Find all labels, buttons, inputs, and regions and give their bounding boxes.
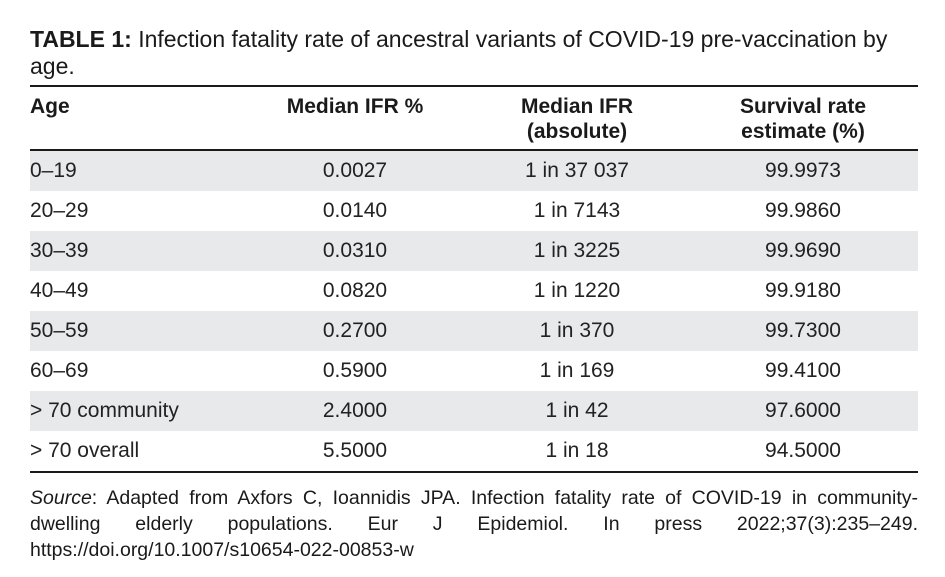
header-survival-rate-line2: estimate (%) — [741, 120, 865, 143]
header-median-ifr-pct: Median IFR % — [244, 86, 466, 151]
table-figure: TABLE 1: Infection fatality rate of ance… — [30, 26, 918, 563]
cell-median-ifr-pct: 0.2700 — [244, 311, 466, 351]
cell-median-ifr-absolute: 1 in 42 — [466, 391, 688, 431]
cell-median-ifr-absolute: 1 in 3225 — [466, 231, 688, 271]
table-row: > 70 overall 5.5000 1 in 18 94.5000 — [30, 431, 918, 472]
table-row: 20–29 0.0140 1 in 7143 99.9860 — [30, 191, 918, 231]
source-text: : Adapted from Axfors C, Ioannidis JPA. … — [30, 487, 918, 561]
header-survival-rate-line1: Survival rate — [739, 95, 867, 118]
cell-survival-rate: 99.9973 — [688, 150, 918, 191]
cell-median-ifr-pct: 0.0820 — [244, 271, 466, 311]
table-source-note: Source: Adapted from Axfors C, Ioannidis… — [30, 485, 918, 563]
table-row: 0–19 0.0027 1 in 37 037 99.9973 — [30, 150, 918, 191]
caption-text: Infection fatality rate of ancestral var… — [30, 26, 888, 79]
table-row: 30–39 0.0310 1 in 3225 99.9690 — [30, 231, 918, 271]
cell-median-ifr-pct: 0.0140 — [244, 191, 466, 231]
cell-median-ifr-pct: 2.4000 — [244, 391, 466, 431]
cell-median-ifr-pct: 0.0027 — [244, 150, 466, 191]
cell-survival-rate: 99.9690 — [688, 231, 918, 271]
header-median-ifr-absolute-line1: Median IFR — [520, 95, 633, 118]
cell-median-ifr-absolute: 1 in 169 — [466, 351, 688, 391]
header-row: Age Median IFR % Median IFR (absolute) Su… — [30, 86, 918, 151]
cell-survival-rate: 99.4100 — [688, 351, 918, 391]
cell-median-ifr-absolute: 1 in 7143 — [466, 191, 688, 231]
cell-median-ifr-pct: 0.0310 — [244, 231, 466, 271]
cell-age: 30–39 — [30, 231, 244, 271]
table-row: 50–59 0.2700 1 in 370 99.7300 — [30, 311, 918, 351]
cell-median-ifr-absolute: 1 in 370 — [466, 311, 688, 351]
cell-survival-rate: 99.9180 — [688, 271, 918, 311]
table-caption: TABLE 1: Infection fatality rate of ance… — [30, 26, 918, 80]
cell-age: 40–49 — [30, 271, 244, 311]
cell-age: 50–59 — [30, 311, 244, 351]
table-row: 60–69 0.5900 1 in 169 99.4100 — [30, 351, 918, 391]
source-label: Source — [30, 487, 92, 509]
table-row: > 70 community 2.4000 1 in 42 97.6000 — [30, 391, 918, 431]
cell-median-ifr-absolute: 1 in 37 037 — [466, 150, 688, 191]
cell-median-ifr-pct: 5.5000 — [244, 431, 466, 472]
table-body: 0–19 0.0027 1 in 37 037 99.9973 20–29 0.… — [30, 150, 918, 472]
cell-median-ifr-pct: 0.5900 — [244, 351, 466, 391]
header-survival-rate: Survival rate estimate (%) — [688, 86, 918, 151]
table-row: 40–49 0.0820 1 in 1220 99.9180 — [30, 271, 918, 311]
header-median-ifr-absolute-line2: (absolute) — [526, 120, 628, 143]
caption-label: TABLE 1: — [30, 26, 132, 52]
cell-age: 0–19 — [30, 150, 244, 191]
cell-age: > 70 community — [30, 391, 244, 431]
header-age: Age — [30, 86, 244, 151]
cell-median-ifr-absolute: 1 in 18 — [466, 431, 688, 472]
cell-age: 60–69 — [30, 351, 244, 391]
cell-survival-rate: 99.9860 — [688, 191, 918, 231]
cell-age: 20–29 — [30, 191, 244, 231]
header-median-ifr-absolute: Median IFR (absolute) — [466, 86, 688, 151]
cell-survival-rate: 97.6000 — [688, 391, 918, 431]
cell-age: > 70 overall — [30, 431, 244, 472]
cell-survival-rate: 94.5000 — [688, 431, 918, 472]
table-header: Age Median IFR % Median IFR (absolute) Su… — [30, 86, 918, 151]
cell-survival-rate: 99.7300 — [688, 311, 918, 351]
ifr-table: Age Median IFR % Median IFR (absolute) Su… — [30, 85, 918, 473]
cell-median-ifr-absolute: 1 in 1220 — [466, 271, 688, 311]
